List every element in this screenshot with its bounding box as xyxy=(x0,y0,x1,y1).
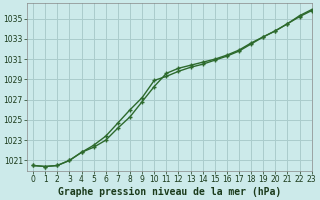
X-axis label: Graphe pression niveau de la mer (hPa): Graphe pression niveau de la mer (hPa) xyxy=(58,186,281,197)
